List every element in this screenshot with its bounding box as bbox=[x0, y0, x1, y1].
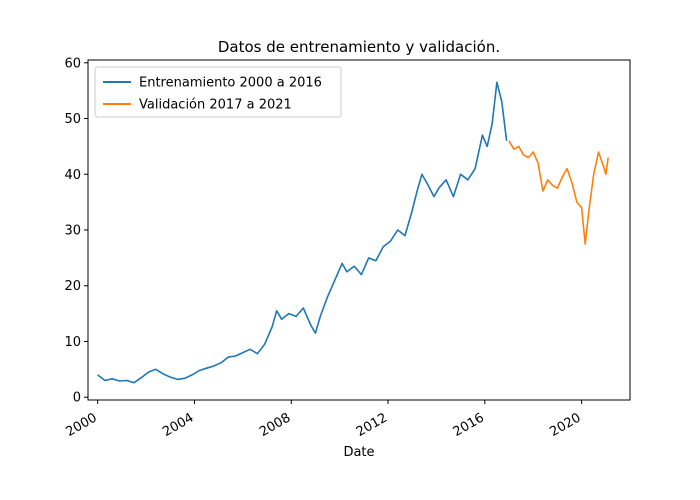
x-axis-label: Date bbox=[343, 445, 374, 460]
legend-label: Entrenamiento 2000 a 2016 bbox=[139, 76, 322, 91]
x-axis: 2000 2004 2008 2012 2016 2020 bbox=[64, 400, 584, 440]
chart-title: Datos de entrenamiento y validación. bbox=[218, 38, 500, 56]
legend-box bbox=[94, 66, 342, 118]
y-tick-label: 10 bbox=[64, 335, 81, 350]
x-tick-label: 2012 bbox=[354, 410, 390, 440]
x-tick-label: 2008 bbox=[257, 410, 293, 440]
y-tick-label: 40 bbox=[64, 168, 81, 183]
y-tick-label: 50 bbox=[64, 112, 81, 127]
y-tick-label: 60 bbox=[64, 56, 81, 71]
legend-label: Validación 2017 a 2021 bbox=[139, 98, 292, 113]
x-tick-label: 2004 bbox=[160, 410, 196, 440]
x-tick-label: 2016 bbox=[451, 410, 487, 440]
y-tick-label: 0 bbox=[73, 391, 81, 406]
series-lines bbox=[97, 81, 609, 384]
x-tick-label: 2020 bbox=[547, 410, 583, 440]
y-tick-label: 20 bbox=[64, 279, 81, 294]
series-line-0 bbox=[97, 81, 508, 384]
y-tick-label: 30 bbox=[64, 224, 81, 239]
y-axis: 0 10 20 30 40 50 60 bbox=[64, 56, 88, 406]
series-line-1 bbox=[508, 140, 609, 245]
legend: Entrenamiento 2000 a 2016 Validación 2017… bbox=[94, 66, 342, 118]
x-tick-label: 2000 bbox=[64, 410, 100, 440]
